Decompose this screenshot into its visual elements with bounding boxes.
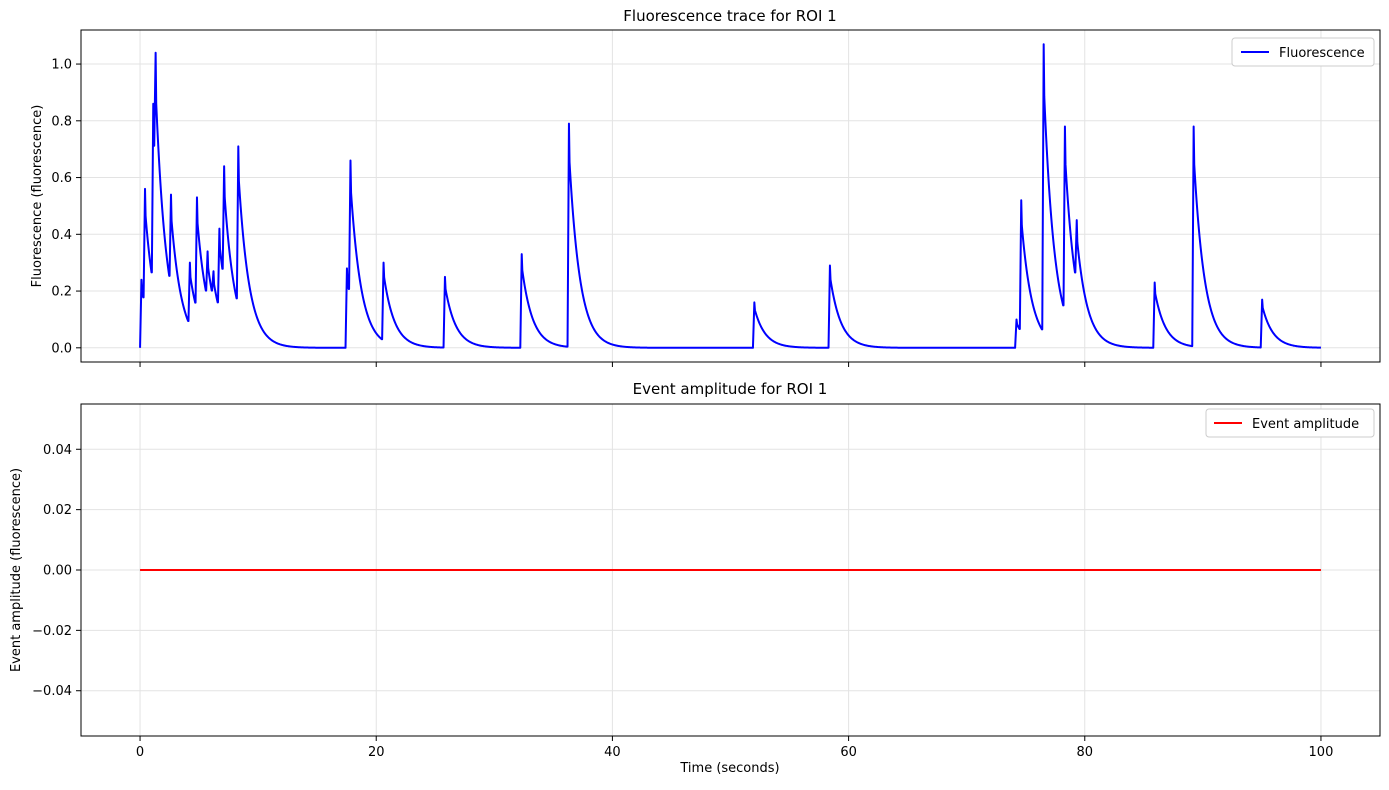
event-amplitude-panel: Event amplitude for ROI 1 0 20 40 60 80 100 −0…: [9, 380, 1381, 776]
chart-title: Event amplitude for ROI 1: [633, 380, 828, 398]
y-tick-label: 0.02: [43, 503, 72, 518]
y-axis-label: Fluorescence (fluorescence): [30, 105, 45, 288]
legend-box: [1205, 408, 1375, 438]
y-tick-label: 0.8: [51, 114, 72, 129]
series-layer: [139, 43, 1322, 349]
y-tick-label: 0.6: [51, 171, 72, 186]
x-tick-label: 0: [136, 745, 144, 760]
chart-title: Fluorescence trace for ROI 1: [623, 7, 836, 25]
fluorescence-panel: Fluorescence trace for ROI 1 0.00.20.40.…: [30, 7, 1381, 367]
axis-ticks: 0.0 0.2 0.4 0.6 0.8 1.0: [51, 58, 1322, 367]
legend-label-fluorescence: Fluorescence: [1279, 46, 1365, 61]
y-tick-label: 0.00: [43, 564, 72, 579]
y-tick-label: −0.04: [32, 684, 72, 699]
x-tick-label: 60: [840, 745, 857, 760]
y-axis-label: Event amplitude (fluorescence): [9, 468, 24, 672]
plot-frame: [80, 29, 1381, 363]
y-tick-label: 0.0: [51, 341, 72, 356]
x-tick-label: 40: [604, 745, 621, 760]
axis-ticks: 0 20 40 60 80 100 −0.04 −0.02 0.00 0.02 0.04: [32, 443, 1333, 760]
y-tick-label: 0.04: [43, 443, 72, 458]
x-tick-label: 80: [1076, 745, 1093, 760]
x-tick-label: 20: [368, 745, 385, 760]
legend: Event amplitude: [1205, 408, 1375, 438]
y-tick-label: 0.4: [51, 228, 72, 243]
x-tick-label: 100: [1309, 745, 1334, 760]
x-axis-label: Time (seconds): [679, 761, 779, 776]
y-tick-label: −0.02: [32, 624, 72, 639]
legend: Fluorescence: [1231, 37, 1375, 67]
y-tick-label: 1.0: [51, 58, 72, 73]
series-line-fluorescence: [139, 43, 1322, 349]
y-tick-label: 0.2: [51, 285, 72, 300]
legend-label-event-amplitude: Event amplitude: [1252, 417, 1359, 432]
grid: [81, 30, 1380, 362]
legend-box: [1231, 37, 1375, 67]
